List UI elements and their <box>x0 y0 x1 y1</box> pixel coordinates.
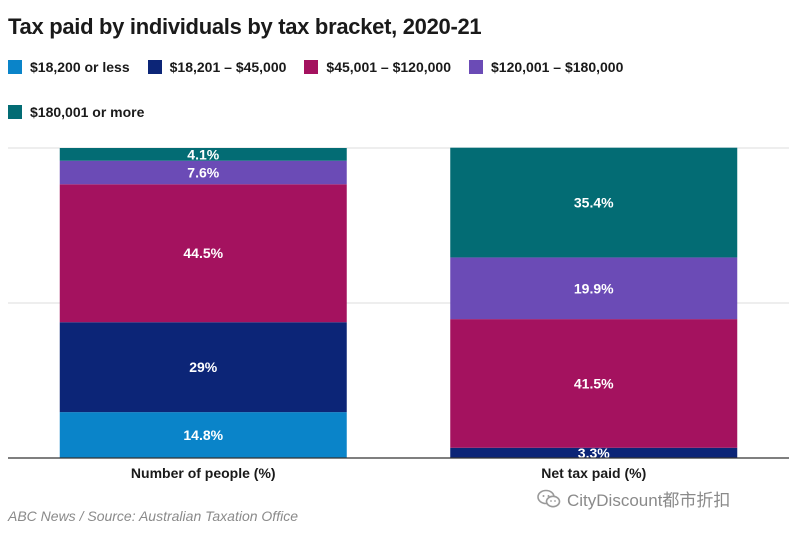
data-label: 41.5% <box>574 375 614 391</box>
legend-item: $120,001 – $180,000 <box>469 58 623 75</box>
legend-label: $18,200 or less <box>30 58 130 75</box>
data-label: 44.5% <box>183 245 223 261</box>
legend-item: $18,201 – $45,000 <box>147 58 287 75</box>
legend-item: $180,001 or more <box>8 103 144 120</box>
legend-item: $18,200 or less <box>8 58 130 75</box>
data-label: 35.4% <box>574 195 614 211</box>
legend-label: $45,001 – $120,000 <box>326 58 451 75</box>
legend-swatch <box>8 104 22 119</box>
legend-swatch <box>147 59 162 74</box>
bar-segment <box>450 319 738 448</box>
legend-swatch <box>8 59 22 74</box>
chart-title: Tax paid by individuals by tax bracket, … <box>8 14 482 39</box>
bar-segment <box>59 322 347 413</box>
legend-label: $180,001 or more <box>30 103 145 120</box>
data-label: 7.6% <box>187 164 219 180</box>
bar-segment <box>59 160 347 185</box>
data-label: 14.8% <box>183 427 223 443</box>
bar-segment <box>450 257 738 320</box>
x-tick-label: Number of people (%) <box>131 465 276 481</box>
data-label: 19.9% <box>574 280 614 296</box>
wechat-icon <box>537 489 561 507</box>
legend-label: $120,001 – $180,000 <box>491 58 624 75</box>
legend-label: $18,201 – $45,000 <box>169 58 287 75</box>
data-label: 4.1% <box>187 146 219 162</box>
chart-legend: $18,200 or less $18,201 – $45,000 $45,001 … <box>8 58 708 120</box>
legend-item: $45,001 – $120,000 <box>304 58 451 75</box>
source-note: ABC News / Source: Australian Taxation O… <box>8 508 298 524</box>
bar-segment <box>59 184 347 323</box>
watermark-text: CityDiscount都市折扣 <box>567 491 731 510</box>
bar-segment <box>59 412 347 458</box>
bar-segment <box>59 148 347 161</box>
x-tick-label: Net tax paid (%) <box>541 465 646 481</box>
watermark: CityDiscount都市折扣 <box>537 486 730 511</box>
data-label: 3.3% <box>578 445 610 461</box>
data-label: 29% <box>189 359 218 375</box>
legend-swatch <box>304 59 319 74</box>
bar-segment <box>450 147 738 258</box>
bar-segment <box>450 447 738 458</box>
legend-swatch <box>469 59 483 74</box>
